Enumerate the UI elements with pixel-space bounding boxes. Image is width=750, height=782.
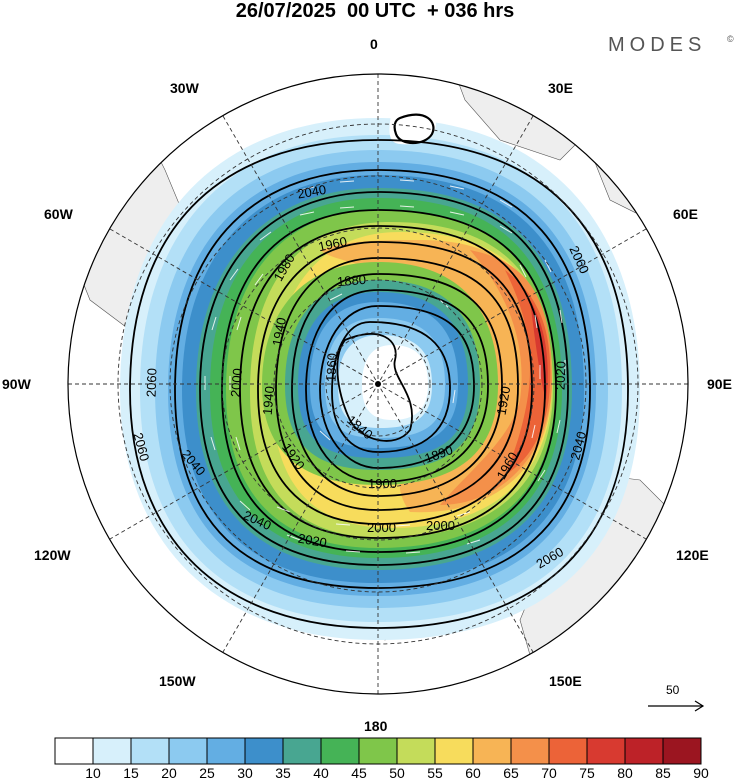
longitude-label-150e: 150E [549, 673, 582, 689]
colorbar-tick-label: 30 [237, 765, 253, 781]
colorbar-tick-label: 35 [275, 765, 291, 781]
colorbar-tick-label: 85 [655, 765, 671, 781]
longitude-label-90e: 90E [707, 376, 732, 392]
colorbar-swatch [320, 737, 360, 765]
longitude-label-120e: 120E [676, 547, 709, 563]
longitude-label-30e: 30E [548, 80, 573, 96]
colorbar-swatch [396, 737, 436, 765]
colorbar-swatch [282, 737, 322, 765]
colorbar-tick-label: 50 [389, 765, 405, 781]
contour-label-1940-left: 1940 [260, 386, 277, 416]
map-title: 26/07/2025 00 UTC + 036 hrs [235, 0, 515, 22]
colorbar-swatch [168, 737, 208, 765]
colorbar-tick-label: 55 [427, 765, 443, 781]
contour-label-2060-left2: 2060 [130, 431, 152, 463]
map-boundary [67, 73, 689, 695]
contour-label-2000-bottom: 2000 [367, 520, 396, 535]
colorbar-swatch [92, 737, 132, 765]
contour-label-1920-right: 1920 [494, 385, 514, 416]
longitude-label-90w: 90W [2, 376, 31, 392]
colorbar-tick-label: 90 [693, 765, 709, 781]
colorbar-swatch [434, 737, 474, 765]
colorbar [54, 737, 702, 765]
longitude-label-60w: 60W [44, 206, 73, 222]
contour-label-2060-left: 2060 [143, 368, 159, 397]
colorbar-swatch [624, 737, 664, 765]
longitude-label-0: 0 [370, 36, 378, 52]
wind-reference-label: 50 [666, 683, 680, 697]
colorbar-tick-label: 40 [313, 765, 329, 781]
colorbar-swatch [244, 737, 284, 765]
colorbar-tick-label: 20 [161, 765, 177, 781]
contour-label-2000-left: 2000 [228, 368, 245, 398]
contour-label-1880: 1880 [336, 272, 366, 289]
colorbar-swatch [586, 737, 626, 765]
pole-marker [375, 381, 381, 387]
contour-label-1960: 1960 [317, 234, 348, 255]
contour-label-2000-bottom2: 2000 [426, 518, 455, 533]
contour-label-2020-right: 2020 [552, 361, 568, 390]
colorbar-swatch [510, 737, 550, 765]
colorbar-tick-label: 75 [579, 765, 595, 781]
colorbar-tick-label: 45 [351, 765, 367, 781]
longitude-label-60e: 60E [673, 206, 698, 222]
colorbar-tick-label: 10 [85, 765, 101, 781]
contour-label-1860: 1860 [324, 353, 340, 382]
copyright-mark: © [727, 34, 734, 44]
colorbar-swatch [548, 737, 588, 765]
colorbar-swatch [206, 737, 246, 765]
contour-label-2020-bottom: 2020 [297, 531, 328, 551]
contour-label-1900: 1900 [368, 476, 397, 491]
wind-vectors [204, 179, 566, 554]
contour-label-2040-right: 2040 [567, 430, 589, 462]
colorbar-swatch [130, 737, 170, 765]
colorbar-tick-label: 80 [617, 765, 633, 781]
longitude-label-150w: 150W [159, 673, 196, 689]
contour-label-2040-top: 2040 [296, 182, 327, 202]
colorbar-tick-label: 65 [503, 765, 519, 781]
colorbar-tick-labels: 10 15 20 25 30 35 40 45 50 55 60 65 70 75 80 85 90 [0, 765, 750, 782]
arrow-right-icon [648, 700, 705, 712]
brand-logo: MODES [608, 34, 707, 56]
colorbar-tick-label: 15 [123, 765, 139, 781]
colorbar-swatch [54, 737, 94, 765]
longitude-label-120w: 120W [34, 547, 71, 563]
colorbar-tick-label: 70 [541, 765, 557, 781]
colorbar-tick-label: 25 [199, 765, 215, 781]
colorbar-swatch [662, 737, 702, 765]
longitude-label-30w: 30W [170, 80, 199, 96]
longitude-label-180: 180 [364, 718, 388, 734]
colorbar-swatch [358, 737, 398, 765]
colorbar-swatch [472, 737, 512, 765]
colorbar-tick-label: 60 [465, 765, 481, 781]
